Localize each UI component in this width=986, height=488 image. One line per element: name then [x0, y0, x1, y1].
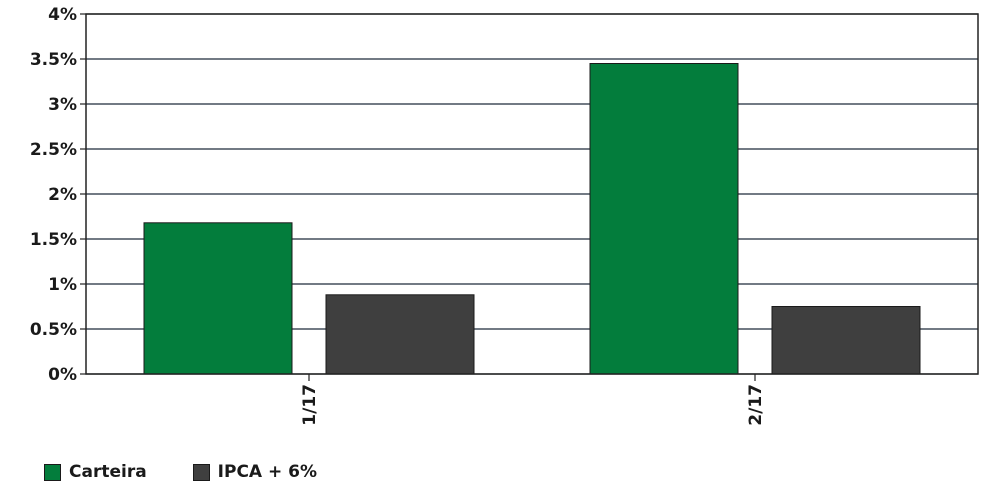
- y-tick-label: 2%: [48, 185, 77, 205]
- legend-item-carteira: Carteira: [44, 462, 147, 482]
- bar-chart: 0% 0.5% 1% 1.5% 2% 2.5% 3% 3.5% 4% 1/17 2/17: [30, 5, 979, 426]
- bar: [589, 63, 739, 375]
- y-tick-label: 3.5%: [30, 50, 77, 70]
- y-tick-label: 1.5%: [30, 230, 77, 250]
- y-tick-label: 3%: [48, 95, 77, 115]
- y-axis: 0% 0.5% 1% 1.5% 2% 2.5% 3% 3.5% 4%: [30, 5, 86, 385]
- x-tick-label: 2/17: [746, 384, 766, 426]
- y-tick-label: 0%: [48, 365, 77, 385]
- legend-swatch-carteira: [44, 463, 61, 481]
- legend-swatch-ipca: [192, 463, 210, 481]
- y-tick-label: 0.5%: [30, 320, 77, 340]
- legend-item-ipca: IPCA + 6%: [192, 462, 318, 482]
- bar: [771, 306, 921, 375]
- legend: Carteira IPCA + 6%: [44, 462, 317, 482]
- x-axis: 1/17 2/17: [300, 374, 766, 426]
- bar: [143, 222, 293, 375]
- bar: [325, 294, 475, 375]
- x-tick-label: 1/17: [300, 384, 320, 426]
- legend-label-ipca: IPCA + 6%: [217, 462, 318, 482]
- y-tick-label: 2.5%: [30, 140, 77, 160]
- y-tick-label: 1%: [48, 275, 77, 295]
- legend-label-carteira: Carteira: [69, 462, 147, 482]
- y-tick-label: 4%: [48, 5, 77, 25]
- bars: [143, 63, 921, 375]
